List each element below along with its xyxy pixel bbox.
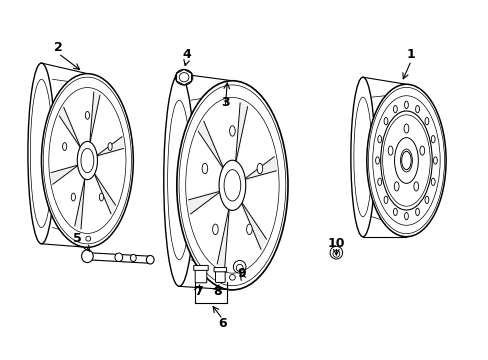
Ellipse shape	[329, 246, 342, 259]
Text: 10: 10	[327, 237, 345, 250]
Ellipse shape	[375, 157, 379, 164]
Ellipse shape	[233, 260, 245, 273]
Ellipse shape	[62, 143, 66, 150]
Text: 5: 5	[73, 232, 82, 245]
FancyBboxPatch shape	[195, 269, 206, 283]
Ellipse shape	[415, 105, 419, 113]
Text: 8: 8	[213, 285, 222, 298]
Ellipse shape	[424, 196, 428, 203]
Ellipse shape	[393, 208, 396, 216]
Ellipse shape	[115, 253, 122, 261]
Ellipse shape	[229, 126, 235, 136]
Ellipse shape	[246, 224, 252, 234]
Ellipse shape	[229, 274, 235, 280]
Ellipse shape	[41, 74, 133, 247]
Ellipse shape	[81, 148, 94, 173]
Ellipse shape	[71, 193, 75, 201]
Ellipse shape	[413, 182, 418, 191]
Text: 9: 9	[237, 267, 246, 280]
Ellipse shape	[401, 151, 410, 170]
Text: 3: 3	[221, 95, 229, 108]
Ellipse shape	[404, 101, 407, 108]
Ellipse shape	[202, 163, 207, 174]
Ellipse shape	[383, 196, 387, 203]
Ellipse shape	[393, 105, 396, 113]
Ellipse shape	[236, 264, 243, 271]
Ellipse shape	[175, 69, 192, 85]
Ellipse shape	[366, 84, 445, 237]
Ellipse shape	[257, 163, 262, 174]
Polygon shape	[93, 172, 115, 214]
Ellipse shape	[380, 111, 431, 210]
Ellipse shape	[424, 117, 428, 125]
Polygon shape	[59, 107, 81, 149]
Ellipse shape	[163, 74, 194, 286]
FancyBboxPatch shape	[215, 270, 224, 283]
Polygon shape	[75, 177, 85, 229]
Ellipse shape	[146, 256, 154, 264]
Ellipse shape	[387, 146, 392, 155]
Ellipse shape	[393, 182, 398, 191]
Ellipse shape	[383, 117, 387, 125]
Ellipse shape	[332, 250, 339, 257]
Polygon shape	[240, 199, 266, 249]
Ellipse shape	[430, 136, 434, 143]
Ellipse shape	[81, 250, 93, 262]
Ellipse shape	[415, 208, 419, 216]
Ellipse shape	[377, 136, 381, 143]
Text: 2: 2	[54, 41, 62, 54]
Text: 4: 4	[182, 48, 190, 61]
Ellipse shape	[404, 212, 407, 220]
Ellipse shape	[212, 224, 218, 234]
Ellipse shape	[403, 124, 408, 133]
Polygon shape	[96, 137, 123, 157]
Text: 6: 6	[218, 317, 226, 330]
Polygon shape	[188, 189, 221, 214]
Ellipse shape	[177, 81, 287, 290]
Ellipse shape	[99, 193, 103, 201]
Polygon shape	[198, 121, 224, 171]
Ellipse shape	[400, 149, 411, 172]
Text: 7: 7	[194, 285, 203, 298]
FancyBboxPatch shape	[193, 265, 208, 270]
Polygon shape	[89, 92, 100, 144]
Polygon shape	[243, 157, 276, 181]
FancyBboxPatch shape	[214, 267, 226, 272]
Ellipse shape	[350, 77, 374, 237]
Ellipse shape	[419, 146, 424, 155]
Polygon shape	[217, 206, 230, 268]
Ellipse shape	[377, 178, 381, 185]
Ellipse shape	[219, 160, 245, 210]
Ellipse shape	[179, 73, 188, 82]
Ellipse shape	[77, 141, 97, 180]
Text: 1: 1	[406, 48, 415, 61]
Ellipse shape	[432, 157, 436, 164]
Ellipse shape	[28, 63, 55, 244]
Ellipse shape	[394, 138, 418, 183]
Ellipse shape	[85, 112, 89, 119]
Ellipse shape	[130, 255, 136, 261]
Ellipse shape	[224, 170, 240, 201]
Ellipse shape	[430, 178, 434, 185]
Polygon shape	[234, 103, 247, 165]
Ellipse shape	[108, 143, 112, 150]
Ellipse shape	[86, 236, 91, 241]
Polygon shape	[51, 163, 79, 184]
